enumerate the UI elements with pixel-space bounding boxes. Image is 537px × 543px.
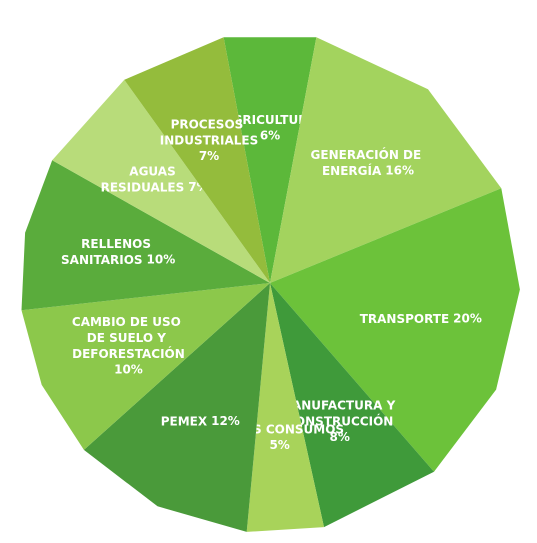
slice-value-label: 10% xyxy=(147,252,176,266)
pie-slice xyxy=(52,79,271,283)
slice-label: RELLENOS SANITARIOS xyxy=(61,236,155,266)
slice-value-label: 16% xyxy=(385,163,414,177)
label-line: CAMBIO DE USO xyxy=(72,315,185,329)
label-line: ENERGÍA xyxy=(322,162,382,177)
slice-value-label: 12% xyxy=(211,414,240,428)
label-line: DEFORESTACIÓN xyxy=(72,346,185,361)
label-line: RELLENOS xyxy=(81,236,155,250)
label-line: PROCESOS xyxy=(171,117,248,131)
slice-value-label: 20% xyxy=(453,311,482,325)
pie-slice xyxy=(21,160,270,311)
slice-value-label: 5% xyxy=(269,438,289,452)
pie-slice xyxy=(270,188,520,472)
pie-slice xyxy=(83,283,271,532)
label-line: GENERACIÓN DE xyxy=(311,146,426,161)
slice-label: CAMBIO DE USO DE SUELO Y DEFORESTACIÓN xyxy=(72,315,185,361)
pie-slice xyxy=(246,283,324,532)
slice-label: AGUAS RESIDUALES xyxy=(101,164,185,194)
slice-label: MANUFACTURA Y CONSTRUCCIÓN xyxy=(280,398,399,428)
label-line: DE SUELO Y xyxy=(87,331,170,345)
label-line: AGRICULTURA xyxy=(223,113,317,127)
slice-label: AGRICULTURA xyxy=(223,113,317,127)
label-line: INDUSTRIALES xyxy=(160,133,259,147)
pie-slice xyxy=(124,37,270,283)
label-line: SANITARIOS xyxy=(61,252,143,266)
label-line: PEMEX xyxy=(161,414,208,428)
slice-label: PEMEX xyxy=(161,414,208,428)
slice-label: PROCESOS INDUSTRIALES xyxy=(160,117,259,147)
slice-label: TRANSPORTE xyxy=(360,311,449,325)
slice-value-label: 6% xyxy=(260,129,280,143)
label-line: CONSTRUCCIÓN xyxy=(286,413,393,428)
pie-slice xyxy=(270,37,502,283)
slice-value-label: 7% xyxy=(199,149,219,163)
label-line: AGUAS xyxy=(129,164,180,178)
label-line: TRANSPORTE xyxy=(360,311,449,325)
slice-value-label: 8% xyxy=(330,430,350,444)
slice-value-label: 10% xyxy=(114,363,143,377)
pie-slice xyxy=(21,283,270,450)
pie-slice xyxy=(270,283,434,528)
pie-slice xyxy=(223,37,317,283)
label-line: RESIDUALES xyxy=(101,180,185,194)
slice-label: GENERACIÓN DE ENERGÍA xyxy=(311,146,426,177)
label-line: MANUFACTURA Y xyxy=(280,398,399,412)
